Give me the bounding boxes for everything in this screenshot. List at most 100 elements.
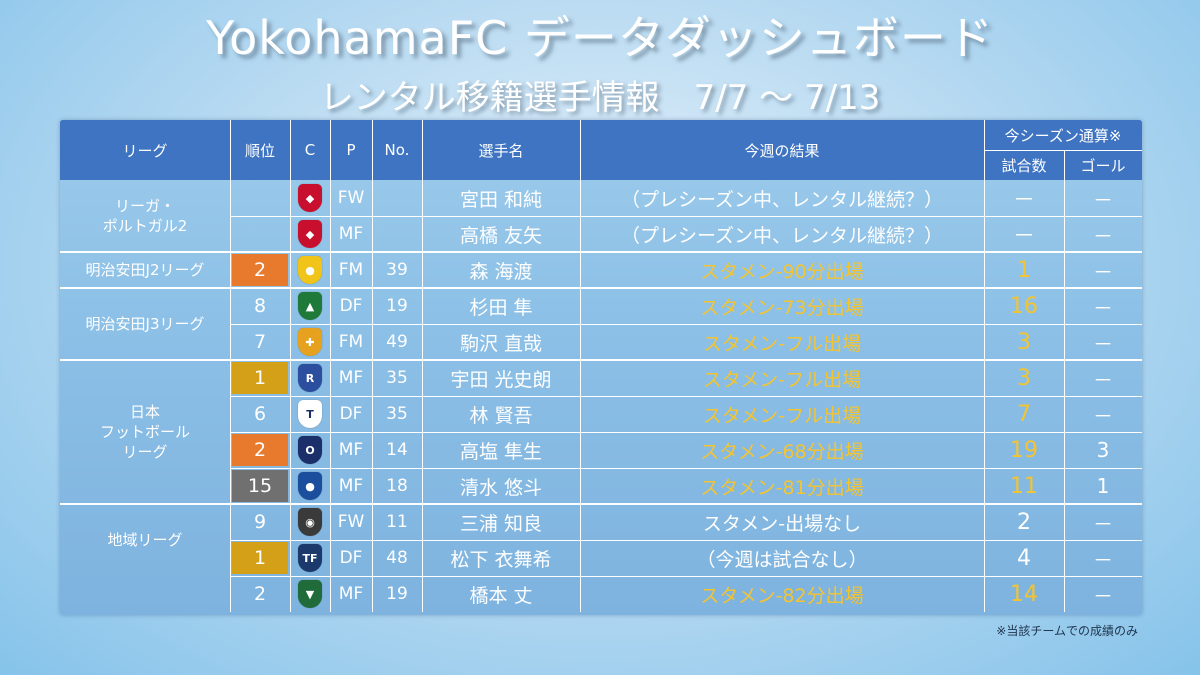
rank-cell: 6 <box>253 403 267 425</box>
number-cell: 14 <box>386 440 408 460</box>
player-name: 宇田 光史朗 <box>450 368 552 391</box>
club-crest-cell: ◆ <box>290 180 330 216</box>
loan-players-table: リーグ 順位 C P No. 選手名 今週の結果 今シーズン通算※ 試合数 ゴール リーガ・ ポルト… <box>60 120 1142 615</box>
club-crest-cell: O <box>290 432 330 468</box>
rank-cell: 7 <box>253 331 267 353</box>
header-divider <box>230 120 231 180</box>
header-rank: 順位 <box>230 120 290 180</box>
season-games: － <box>1012 188 1035 213</box>
position-cell: DF <box>339 548 363 568</box>
number-cell: 11 <box>386 512 408 532</box>
club-crest-cell: R <box>290 360 330 396</box>
position-cell: DF <box>339 404 363 424</box>
club-crest-cell: ● <box>290 468 330 504</box>
rank-cell: 2 <box>232 434 288 466</box>
weekly-result: スタメン-フル出場 <box>702 404 862 427</box>
row-divider <box>230 324 1142 325</box>
position-cell: MF <box>338 440 364 460</box>
season-games: 14 <box>1010 581 1038 607</box>
season-goals: － <box>1093 511 1113 536</box>
league-label: 明治安田J3リーグ <box>85 315 205 333</box>
player-name: 松下 衣舞希 <box>450 548 552 571</box>
header-games: 試合数 <box>984 150 1064 180</box>
footnote: ※当該チームでの成績のみ <box>996 624 1138 638</box>
header-divider <box>290 120 291 180</box>
club-crest-cell: T <box>290 396 330 432</box>
yellow-red-crest-icon: ✚ <box>298 328 322 356</box>
column-divider <box>330 180 331 612</box>
rank-cell <box>232 218 288 250</box>
weekly-result: （プレシーズン中、レンタル継続？） <box>620 224 944 247</box>
grey-round-crest-icon: ◉ <box>298 508 322 536</box>
club-crest-cell: TF <box>290 540 330 576</box>
yellow-ball-crest-icon: ● <box>298 472 322 500</box>
header-club: C <box>290 120 330 180</box>
position-cell: MF <box>338 224 364 244</box>
number-cell <box>372 180 422 216</box>
season-goals: － <box>1093 187 1113 212</box>
season-games: － <box>1012 224 1035 249</box>
season-goals: － <box>1093 583 1113 608</box>
header-divider <box>984 150 1142 151</box>
number-cell: 39 <box>386 260 408 280</box>
player-name: 駒沢 直哉 <box>459 332 543 355</box>
header-divider <box>580 120 581 180</box>
header-number: No. <box>372 120 422 180</box>
header-divider <box>330 120 331 180</box>
player-name: 森 海渡 <box>469 260 533 283</box>
season-games: 3 <box>1017 365 1031 391</box>
club-crest-cell: ▼ <box>290 576 330 612</box>
player-name: 橋本 丈 <box>469 584 533 607</box>
row-divider <box>230 468 1142 469</box>
league-label: 日本 フットボール リーグ <box>99 403 190 461</box>
number-cell: 48 <box>386 548 408 568</box>
season-goals: － <box>1093 403 1113 428</box>
rank-cell: 1 <box>232 542 288 574</box>
rank-cell: 2 <box>253 583 267 605</box>
player-name: 三浦 知良 <box>459 512 543 535</box>
rank-cell <box>232 182 288 214</box>
season-goals: － <box>1093 259 1113 284</box>
column-divider <box>290 180 291 612</box>
season-goals: － <box>1093 295 1113 320</box>
number-cell <box>372 216 422 252</box>
header-divider <box>372 120 373 180</box>
number-cell: 35 <box>386 368 408 388</box>
rank-cell: 1 <box>232 362 288 394</box>
rank-cell: 2 <box>232 254 288 286</box>
row-divider <box>230 216 1142 217</box>
weekly-result: スタメン-81分出場 <box>700 476 864 499</box>
club-crest-cell: ▲ <box>290 288 330 324</box>
player-name: 高塩 隼生 <box>459 440 543 463</box>
number-cell: 18 <box>386 476 408 496</box>
column-divider <box>984 180 985 612</box>
number-cell: 35 <box>386 404 408 424</box>
league-label: 明治安田J2リーグ <box>85 261 205 279</box>
header-goals: ゴール <box>1064 150 1142 180</box>
season-goals: － <box>1093 331 1113 356</box>
row-divider <box>230 576 1142 577</box>
season-games: 16 <box>1010 293 1038 319</box>
weekly-result: スタメン-フル出場 <box>702 332 862 355</box>
column-divider <box>422 180 423 612</box>
player-name: 杉田 隼 <box>469 296 533 319</box>
page-subtitle: レンタル移籍選手情報 7/7 ～ 7/13 <box>319 78 881 118</box>
position-cell: FM <box>338 332 364 352</box>
rank-cell: 8 <box>253 295 267 317</box>
season-games: 3 <box>1017 329 1031 355</box>
weekly-result: （プレシーズン中、レンタル継続？） <box>620 188 944 211</box>
club-crest-cell: ◉ <box>290 504 330 540</box>
club-crest-cell: ◆ <box>290 216 330 252</box>
tiamo-crest-icon: T <box>298 400 322 428</box>
header-player: 選手名 <box>422 120 580 180</box>
season-goals: － <box>1093 367 1113 392</box>
number-cell: 19 <box>386 296 408 316</box>
blue-r-crest-icon: R <box>298 364 322 392</box>
position-cell: MF <box>338 368 364 388</box>
weekly-result: （今週は試合なし） <box>696 548 868 571</box>
green-gold-crest-icon: ▼ <box>298 580 322 608</box>
player-name: 林 賢吾 <box>469 404 533 427</box>
weekly-result: スタメン-73分出場 <box>700 296 864 319</box>
header-divider <box>1064 150 1065 180</box>
season-games: 19 <box>1010 437 1038 463</box>
